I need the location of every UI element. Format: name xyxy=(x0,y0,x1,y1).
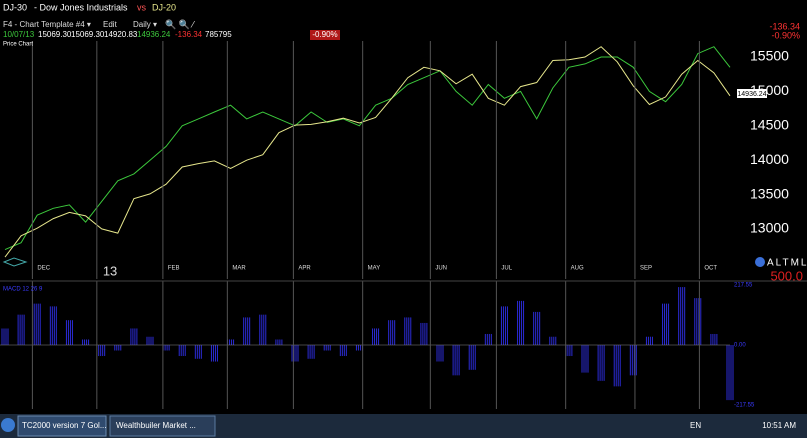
quote-date: 10/07/13 xyxy=(3,30,35,39)
price-tag-text: 14936.24 xyxy=(737,91,766,98)
change-badge xyxy=(310,30,340,40)
start-button[interactable] xyxy=(1,418,15,432)
x-tick-label: APR xyxy=(298,266,311,272)
quote-open: 15069.30 xyxy=(38,30,72,39)
x-tick-label: DEC xyxy=(37,266,50,272)
panel-title: MACD 12 26 9 xyxy=(3,287,43,293)
corner-change: -136.34 xyxy=(769,21,800,31)
altml-value: 500.0 xyxy=(770,268,803,283)
x-tick-label: MAR xyxy=(232,266,246,272)
quote-high: 15069.30 xyxy=(71,30,105,39)
symbol[interactable]: DJ-30 xyxy=(3,2,27,12)
x-tick-label: MAY xyxy=(368,266,381,272)
app-background xyxy=(0,0,807,414)
x-tick-label: JUL xyxy=(501,266,512,272)
axis-strip xyxy=(730,0,807,414)
quote-change: -136.34 xyxy=(175,30,203,39)
x-tick-label: OCT xyxy=(704,266,717,272)
corner-pct: -0.90% xyxy=(771,30,800,40)
altml-label[interactable]: ALTML xyxy=(767,258,807,269)
vs: vs xyxy=(137,2,147,12)
x-tick-label: 13 xyxy=(103,263,117,278)
x-tick-label: JUN xyxy=(435,266,447,272)
y-tick-label: 14000 xyxy=(750,151,789,167)
price-tag xyxy=(737,89,767,98)
altml-icon xyxy=(755,257,765,267)
price-line xyxy=(4,46,731,251)
x-tick-label: FEB xyxy=(168,266,180,272)
y-tick-label: 0.00 xyxy=(734,343,746,349)
taskbar-item-text: TC2000 version 7 Gol... xyxy=(22,421,106,430)
x-tick-label: SEP xyxy=(640,266,652,272)
period-menu[interactable]: Daily ▾ xyxy=(133,20,157,29)
compare-symbol[interactable]: DJ-20 xyxy=(152,2,176,12)
quote-low: 14920.83 xyxy=(104,30,138,39)
quote-volume: 785795 xyxy=(205,30,232,39)
edit-button[interactable]: Edit xyxy=(103,20,118,29)
y-tick-label: 217.55 xyxy=(734,283,753,289)
template-menu[interactable]: F4 - Chart Template #4 ▾ xyxy=(3,20,91,29)
taskbar-item[interactable] xyxy=(109,415,216,437)
y-tick-label: 13000 xyxy=(750,220,789,236)
taskbar-item-text: Wealthbuiler Market ... xyxy=(116,421,196,430)
change-badge-text: -0.90% xyxy=(312,30,337,39)
y-tick-label: 15500 xyxy=(750,48,789,64)
quote-close: 14936.24 xyxy=(137,30,171,39)
panel-title: Price Chart xyxy=(3,42,33,48)
scroll-handle[interactable] xyxy=(2,257,28,267)
y-tick-label: 14500 xyxy=(750,116,789,132)
zoom-icons[interactable]: 🔍 🔍 ⁄ xyxy=(165,18,195,29)
symbol-name: - Dow Jones Industrials xyxy=(34,2,128,12)
y-tick-label: -217.55 xyxy=(734,403,755,409)
y-tick-label: 13500 xyxy=(750,185,789,201)
language[interactable]: EN xyxy=(690,421,701,430)
clock: 10:51 AM xyxy=(762,421,796,430)
taskbar-item[interactable] xyxy=(17,415,107,437)
x-tick-label: AUG xyxy=(571,266,584,272)
price-line xyxy=(4,46,731,258)
